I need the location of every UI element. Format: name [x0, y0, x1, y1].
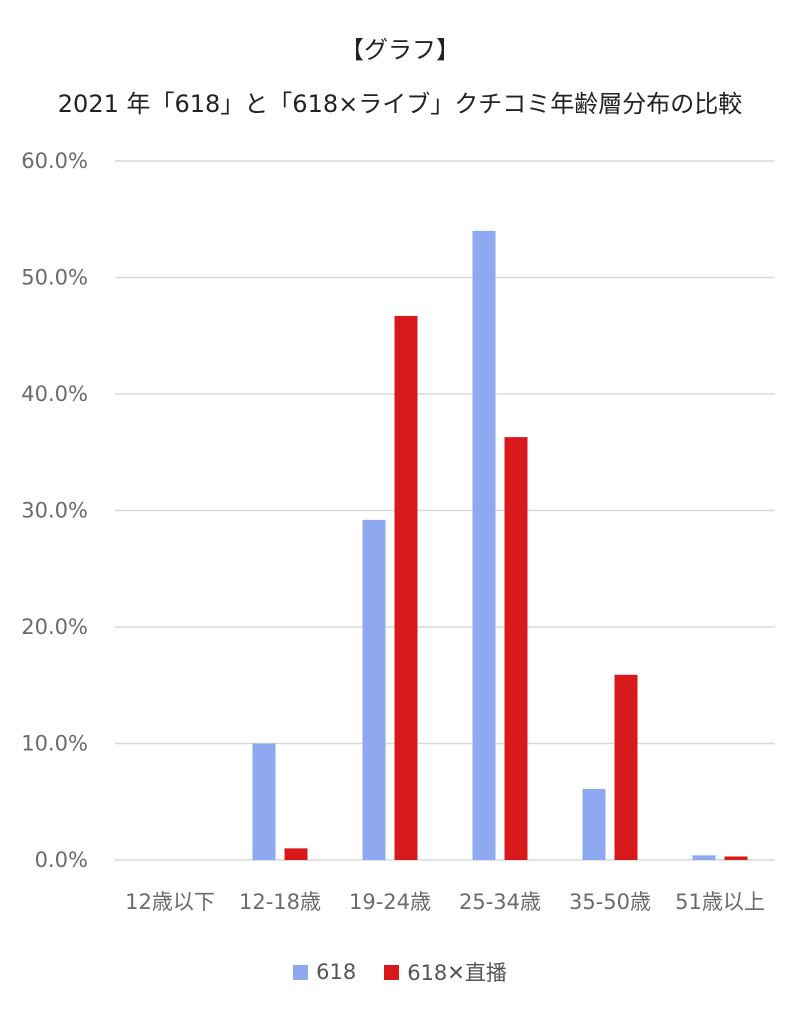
legend-item-618-live: 618✕直播 — [384, 957, 507, 987]
x-tick-label: 25-34歳 — [459, 890, 541, 914]
legend-label-618: 618 — [316, 960, 357, 984]
bar-618-1 — [252, 743, 276, 860]
legend-swatch-618-live — [384, 964, 400, 980]
bar-618-live-4 — [614, 674, 638, 860]
bar-618-5 — [692, 855, 716, 860]
bar-618-live-3 — [504, 437, 528, 860]
x-tick-label: 12歳以下 — [125, 890, 215, 914]
bar-618-4 — [582, 788, 606, 860]
y-tick-label: 40.0% — [21, 382, 88, 406]
bar-618-2 — [362, 519, 386, 860]
bar-618-live-2 — [394, 315, 418, 860]
y-tick-label: 0.0% — [35, 848, 88, 872]
y-tick-label: 50.0% — [21, 266, 88, 290]
chart-subtitle: 2021 年「618」と「618×ライブ」クチコミ年齢層分布の比較 — [57, 90, 743, 118]
bar-618-live-5 — [724, 856, 748, 860]
y-tick-label: 30.0% — [21, 499, 88, 523]
bar-618-live-1 — [284, 848, 308, 860]
legend-item-618: 618 — [293, 957, 356, 987]
y-tick-label: 10.0% — [21, 732, 88, 756]
chart-title: 【グラフ】 — [340, 36, 460, 64]
x-tick-label: 35-50歳 — [569, 890, 651, 914]
x-tick-label: 19-24歳 — [349, 890, 431, 914]
legend: 618 618✕直播 — [0, 957, 800, 987]
bar-618-3 — [472, 230, 496, 860]
x-tick-label: 51歳以上 — [675, 890, 765, 914]
y-tick-label: 20.0% — [21, 615, 88, 639]
x-tick-label: 12-18歳 — [239, 890, 321, 914]
y-tick-label: 60.0% — [21, 149, 88, 173]
legend-swatch-618 — [293, 964, 309, 980]
legend-label-618-live: 618✕直播 — [407, 961, 507, 985]
